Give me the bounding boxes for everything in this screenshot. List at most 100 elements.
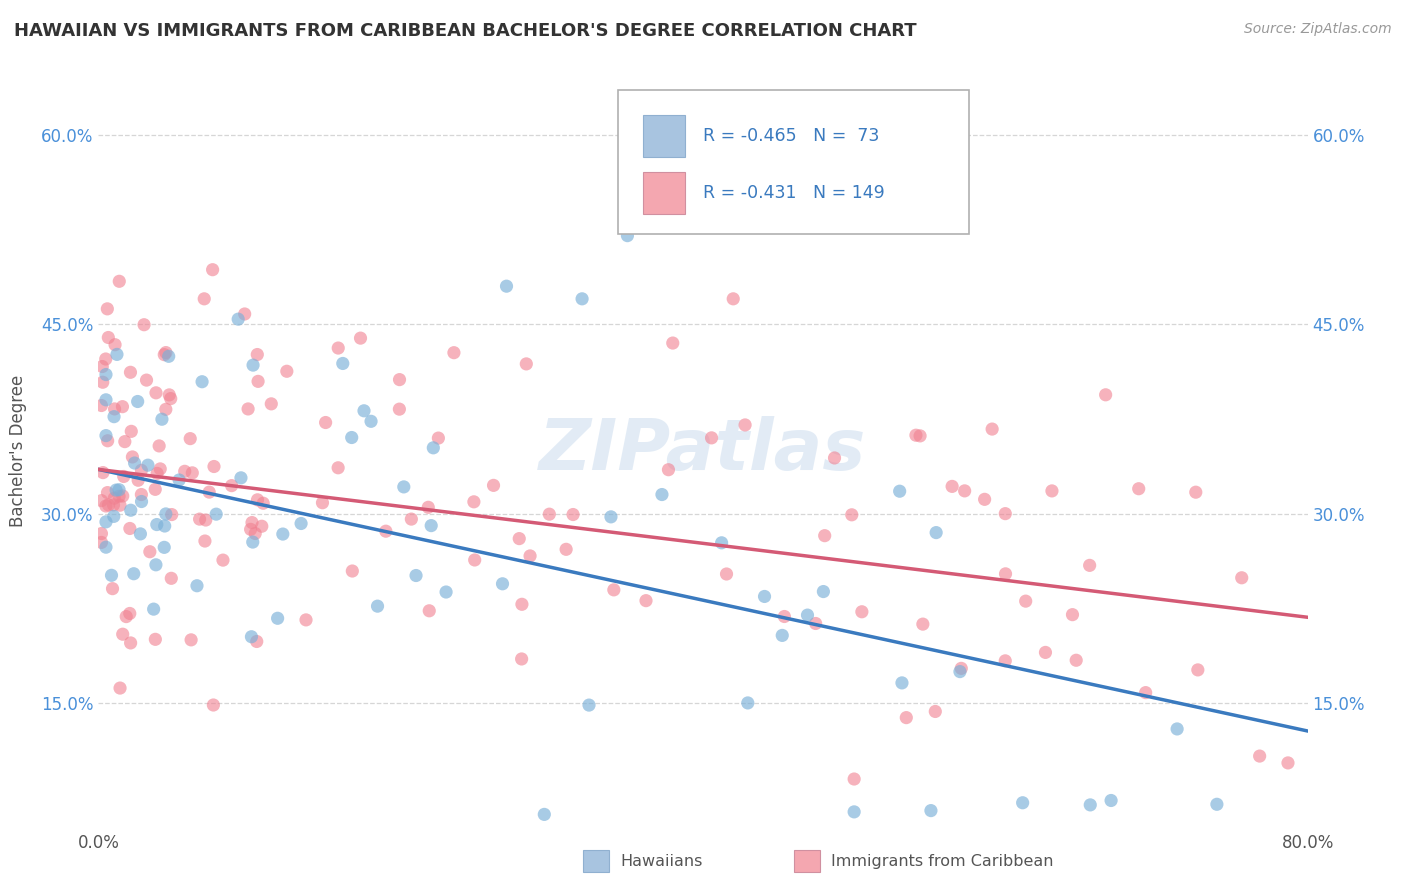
Point [844,805,866,819]
Point [434,585,457,599]
Point [953,483,976,498]
Point [246,347,269,361]
Point [94,499,117,513]
Point [844,772,866,786]
Point [155,345,177,359]
Point [245,526,267,541]
Point [1064,653,1087,667]
Point [160,508,183,522]
Point [949,665,972,679]
Point [813,584,835,599]
Point [1249,749,1271,764]
Point [188,512,211,526]
Point [700,431,723,445]
Point [1187,663,1209,677]
Point [202,698,225,712]
Point [173,464,195,478]
Point [186,579,208,593]
Point [242,535,264,549]
Point [367,599,389,614]
Point [108,274,131,288]
Point [150,412,173,426]
Point [326,460,349,475]
Point [91,359,114,374]
Point [114,434,136,449]
Point [90,493,112,508]
Point [973,492,995,507]
Point [226,312,249,326]
Point [908,429,931,443]
Point [925,525,948,540]
Point [510,652,533,666]
Point [103,409,125,424]
Point [94,351,117,366]
Point [233,307,256,321]
Point [1078,558,1101,573]
Point [1277,756,1299,770]
Point [111,400,134,414]
Point [181,466,204,480]
Point [401,512,423,526]
Point [941,479,963,493]
Point [770,628,793,642]
Point [392,480,415,494]
Point [603,582,626,597]
Point [100,568,122,582]
Point [149,462,172,476]
Point [723,292,745,306]
Point [153,519,176,533]
Point [571,292,593,306]
Point [260,397,283,411]
Point [349,331,371,345]
Point [600,509,623,524]
Point [716,566,738,581]
Point [201,262,224,277]
Point [418,604,440,618]
Point [353,404,375,418]
Point [533,807,555,822]
Point [105,483,128,497]
Point [103,401,125,416]
Point [616,228,638,243]
Point [132,318,155,332]
Point [96,485,118,500]
Point [105,347,128,361]
Point [91,466,114,480]
Text: R = -0.431   N = 149: R = -0.431 N = 149 [703,184,884,202]
Point [422,441,444,455]
Point [139,545,162,559]
Point [146,467,169,481]
Point [247,375,270,389]
Point [246,492,269,507]
Point [562,508,585,522]
Point [360,414,382,428]
Point [90,535,112,549]
Point [160,571,183,585]
Point [108,681,131,695]
Point [773,609,796,624]
Y-axis label: Bachelor's Degree: Bachelor's Degree [10,375,27,526]
Point [155,402,177,417]
Point [252,496,274,510]
Point [205,507,228,521]
Point [120,636,142,650]
Point [463,495,485,509]
Point [482,478,505,492]
Text: ZIPatlas: ZIPatlas [540,416,866,485]
Point [129,527,152,541]
Point [120,425,142,439]
Point [841,508,863,522]
Point [290,516,312,531]
Point [1184,485,1206,500]
Point [311,496,333,510]
Point [121,450,143,464]
Point [143,483,166,497]
FancyBboxPatch shape [643,172,685,213]
Point [104,337,127,351]
Point [96,301,118,316]
Point [136,458,159,473]
Point [242,358,264,372]
Point [737,696,759,710]
Point [91,376,114,390]
Point [994,507,1017,521]
